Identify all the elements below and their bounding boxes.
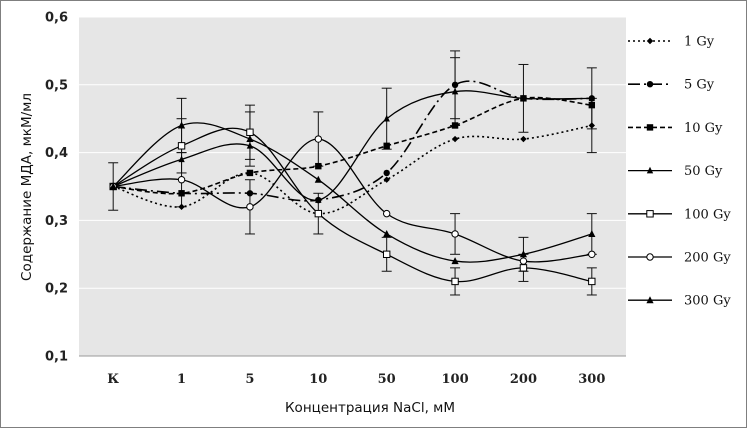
- legend-entry-100-gy: 100 Gy: [628, 207, 731, 222]
- legend-label: 1 Gy: [684, 35, 715, 50]
- legend-entry-200-gy: 200 Gy: [628, 251, 731, 266]
- data-point-200-gy: [246, 203, 254, 211]
- data-point-200-gy: [588, 250, 596, 259]
- x-tick-label: 10: [309, 372, 327, 387]
- legend-marker: [646, 296, 654, 304]
- y-tick-label: 0,6: [45, 11, 68, 26]
- data-point-300-gy: [177, 121, 186, 129]
- x-axis-title: Концентрация NaCl, мМ: [285, 400, 455, 416]
- x-tick-labels: К 1 5 10 50 100 200 300: [107, 372, 605, 387]
- y-tick-label: 0,5: [45, 78, 68, 93]
- data-point-300-gy: [588, 229, 596, 237]
- y-tick-label: 0,1: [45, 350, 68, 365]
- x-tick-label: 200: [510, 372, 537, 387]
- data-point-100-gy: [246, 128, 254, 136]
- data-point-100-gy: [519, 264, 528, 272]
- legend-marker: [646, 253, 654, 261]
- y-tick-labels: 0,1 0,2 0,3 0,4 0,5 0,6: [45, 11, 68, 365]
- data-point-10-gy: [588, 101, 596, 109]
- x-tick-label: 50: [378, 372, 396, 387]
- legend-entry-300-gy: 300 Gy: [628, 294, 731, 309]
- legend-label: 10 Gy: [684, 121, 723, 136]
- legend: 1 Gy 5 Gy 10 Gy 50 Gy 100 Gy 200 Gy 300 Gy: [628, 35, 731, 309]
- data-point-100-gy: [588, 277, 596, 286]
- data-point-300-gy: [519, 250, 528, 258]
- data-point-5-gy: [246, 190, 254, 197]
- data-point-100-gy: [177, 142, 186, 150]
- legend-marker: [646, 166, 654, 174]
- legend-marker: [646, 124, 654, 131]
- data-point-50-gy: [520, 94, 527, 102]
- data-point-1-gy: [588, 122, 596, 129]
- data-point-50-gy: [178, 155, 185, 163]
- legend-label: 200 Gy: [684, 251, 731, 266]
- data-point-200-gy: [519, 257, 528, 265]
- data-point-10-gy: [383, 142, 390, 150]
- data-point-5-gy: [383, 169, 390, 177]
- y-tick-label: 0,2: [45, 282, 68, 297]
- series-line-100-gy: [112, 127, 592, 283]
- data-point-50-gy: [246, 142, 254, 149]
- legend-entry-50-gy: 50 Gy: [628, 164, 723, 179]
- legend-marker: [646, 37, 654, 45]
- series-line-10-gy: [113, 96, 592, 195]
- data-point-100-gy: [451, 277, 459, 286]
- data-point-1-gy: [178, 203, 185, 211]
- x-tick-label: К: [107, 372, 119, 387]
- data-point-1-gy: [383, 176, 390, 183]
- data-point-100-gy: [382, 250, 391, 259]
- data-point-10-gy: [315, 162, 322, 170]
- data-point-300-gy: [109, 182, 117, 190]
- data-point-1-gy: [451, 135, 459, 143]
- series-markers: [109, 81, 596, 286]
- legend-label: 5 Gy: [684, 78, 715, 93]
- data-point-10-gy: [451, 122, 459, 129]
- series-line-50-gy: [112, 90, 592, 201]
- x-tick-label: 5: [245, 372, 254, 387]
- y-axis-title: Содержание МДА, мкМ/мл: [19, 93, 35, 281]
- legend-label: 300 Gy: [684, 294, 731, 309]
- y-tick-label: 0,3: [45, 214, 68, 229]
- series-line-200-gy: [113, 138, 592, 263]
- data-point-100-gy: [314, 209, 323, 218]
- data-point-50-gy: [315, 196, 322, 203]
- legend-entry-10-gy: 10 Gy: [628, 121, 723, 136]
- legend-marker: [646, 81, 654, 88]
- data-point-10-gy: [246, 169, 254, 177]
- data-point-50-gy: [588, 94, 596, 102]
- plot-area: [79, 17, 626, 356]
- data-point-5-gy: [451, 81, 459, 89]
- legend-label: 100 Gy: [684, 207, 731, 222]
- data-point-300-gy: [314, 175, 322, 183]
- legend-marker: [646, 210, 654, 218]
- x-tick-label: 300: [578, 372, 605, 387]
- data-point-300-gy: [451, 257, 459, 265]
- data-point-300-gy: [246, 135, 254, 143]
- legend-entry-1-gy: 1 Gy: [628, 35, 715, 50]
- data-point-50-gy: [383, 114, 390, 122]
- y-tick-label: 0,4: [45, 146, 68, 161]
- data-point-10-gy: [178, 190, 185, 197]
- x-tick-label: 100: [441, 372, 468, 387]
- data-point-1-gy: [520, 135, 527, 143]
- data-point-300-gy: [383, 229, 391, 237]
- gridlines: [79, 16, 626, 357]
- data-point-200-gy: [314, 135, 323, 143]
- data-point-50-gy: [451, 87, 459, 95]
- x-tick-label: 1: [177, 372, 186, 387]
- data-point-200-gy: [177, 176, 186, 184]
- data-point-200-gy: [382, 209, 391, 218]
- legend-label: 50 Gy: [684, 164, 723, 179]
- data-point-200-gy: [451, 230, 459, 238]
- legend-entry-5-gy: 5 Gy: [628, 78, 715, 93]
